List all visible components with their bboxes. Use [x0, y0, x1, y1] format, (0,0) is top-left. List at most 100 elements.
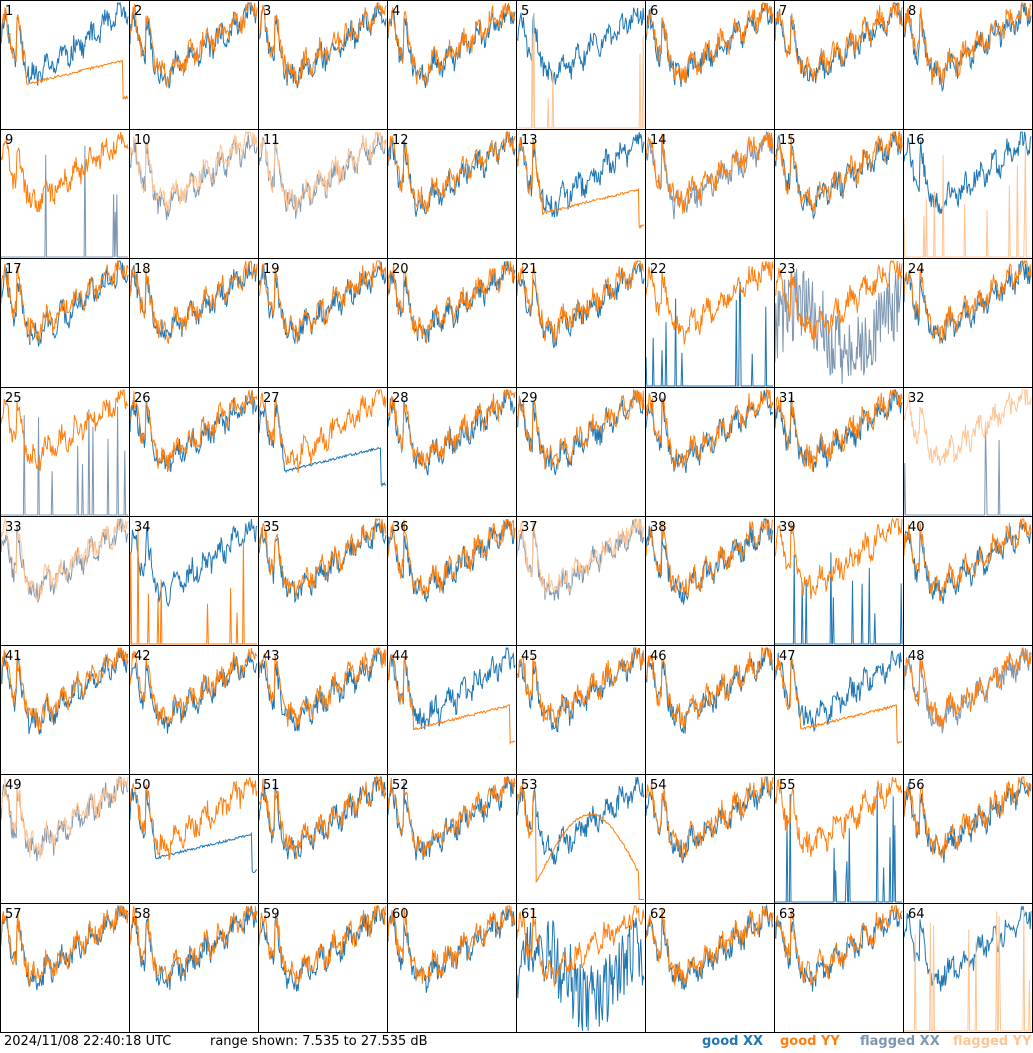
timestamp: 2024/11/08 22:40:18 UTC: [4, 1034, 172, 1049]
panel-54-yy-line: [645, 776, 774, 861]
panel-13-frame: [516, 129, 646, 259]
panel-4-yy-line: [387, 2, 516, 86]
panel-61-yy-line: [516, 905, 645, 987]
panel-47-frame: [774, 645, 904, 775]
panel-25-label: 25: [5, 391, 22, 406]
panel-14-yy-line: [645, 131, 774, 214]
panel-54: 54: [645, 774, 775, 904]
panel-53: 53: [516, 774, 646, 904]
panel-12-label: 12: [392, 133, 409, 148]
panel-45: 45: [516, 645, 646, 775]
panel-48-yy-line: [903, 647, 1032, 730]
panel-55-yy-line: [774, 776, 903, 857]
panel-32-xx-line: [903, 426, 1031, 516]
panel-23-yy-line: [774, 259, 903, 341]
panel-64-label: 64: [908, 907, 925, 922]
panel-34-yy-line: [129, 527, 257, 645]
panel-9-frame: [0, 129, 130, 259]
panel-62-yy-line: [645, 905, 774, 986]
legend-flagged-yy: flagged YY: [953, 1034, 1032, 1049]
panel-38: 38: [645, 516, 775, 646]
panel-53-yy-line: [516, 781, 644, 900]
panel-10: 10: [129, 129, 259, 259]
panel-45-label: 45: [521, 649, 538, 664]
panel-53-xx-line: [516, 776, 645, 865]
panel-22-yy-line: [645, 260, 774, 345]
panel-21: 21: [516, 258, 646, 388]
panel-13-label: 13: [521, 133, 538, 148]
panel-41-xx-line: [0, 647, 129, 735]
panel-58-yy-line: [129, 905, 258, 983]
panel-44: 44: [387, 645, 517, 775]
panel-34-label: 34: [134, 520, 151, 535]
panel-25-xx-line: [1, 406, 128, 516]
panel-6: 6: [645, 0, 775, 130]
panel-15: 15: [774, 129, 904, 259]
panel-57-label: 57: [5, 907, 22, 922]
panel-22-xx-line: [645, 281, 773, 387]
panel-33-label: 33: [5, 520, 22, 535]
panel-16-label: 16: [908, 133, 925, 148]
panel-16-yy-line: [903, 141, 1031, 258]
panel-25-yy-line: [0, 389, 129, 472]
panel-35-label: 35: [263, 520, 280, 535]
panel-25: 25: [0, 387, 130, 517]
panel-9-label: 9: [5, 133, 13, 148]
panel-27: 27: [258, 387, 388, 517]
panel-16-frame: [903, 129, 1033, 259]
panel-1: 1: [0, 0, 130, 130]
panel-59-label: 59: [263, 907, 280, 922]
panel-3-yy-line: [258, 2, 387, 86]
panel-7-label: 7: [779, 4, 787, 19]
panel-47-label: 47: [779, 649, 796, 664]
panel-28: 28: [387, 387, 517, 517]
panel-11-label: 11: [263, 133, 280, 148]
panel-4-label: 4: [392, 4, 400, 19]
panel-21-yy-line: [516, 260, 645, 344]
panel-27-yy-line: [258, 389, 387, 473]
panel-42: 42: [129, 645, 259, 775]
panel-9-xx-line: [1, 145, 128, 258]
panel-22-label: 22: [650, 262, 667, 277]
range-text: range shown: 7.535 to 27.535 dB: [210, 1034, 428, 1049]
panel-5-yy-line: [517, 12, 645, 129]
panel-23: 23: [774, 258, 904, 388]
panel-7: 7: [774, 0, 904, 130]
panel-54-label: 54: [650, 778, 667, 793]
panel-10-label: 10: [134, 133, 151, 148]
panel-39-label: 39: [779, 520, 796, 535]
panel-61-label: 61: [521, 907, 538, 922]
panel-62-label: 62: [650, 907, 667, 922]
panel-52: 52: [387, 774, 517, 904]
panel-55-xx-line: [775, 786, 902, 903]
panel-60-label: 60: [392, 907, 409, 922]
panel-44-label: 44: [392, 649, 409, 664]
panel-57: 57: [0, 903, 130, 1033]
panel-12-yy-line: [387, 131, 516, 214]
panel-64: 64: [903, 903, 1033, 1033]
panel-2-xx-line: [129, 2, 258, 89]
panel-47-yy-line: [774, 656, 903, 745]
legend-flagged-xx: flagged XX: [860, 1034, 940, 1049]
panel-16: 16: [903, 129, 1033, 259]
panel-27-label: 27: [263, 391, 280, 406]
panel-60-yy-line: [387, 905, 516, 984]
panel-32-frame: [903, 387, 1033, 517]
panel-20: 20: [387, 258, 517, 388]
panel-30-yy-line: [645, 388, 774, 470]
panel-33: 33: [0, 516, 130, 646]
panel-7-yy-line: [774, 1, 903, 83]
panel-62: 62: [645, 903, 775, 1033]
panel-21-frame: [516, 258, 646, 388]
panel-47-xx-line: [774, 650, 903, 733]
panel-46-yy-line: [645, 646, 774, 731]
panel-36-yy-line: [387, 518, 516, 600]
panel-35-yy-line: [258, 518, 387, 600]
panel-28-label: 28: [392, 391, 409, 406]
panel-32-yy-line: [903, 389, 1032, 467]
panel-31-xx-line: [774, 389, 903, 472]
panel-40: 40: [903, 516, 1033, 646]
panel-31: 31: [774, 387, 904, 517]
panel-18-yy-line: [129, 260, 258, 344]
panel-61-xx-line: [516, 917, 645, 1032]
